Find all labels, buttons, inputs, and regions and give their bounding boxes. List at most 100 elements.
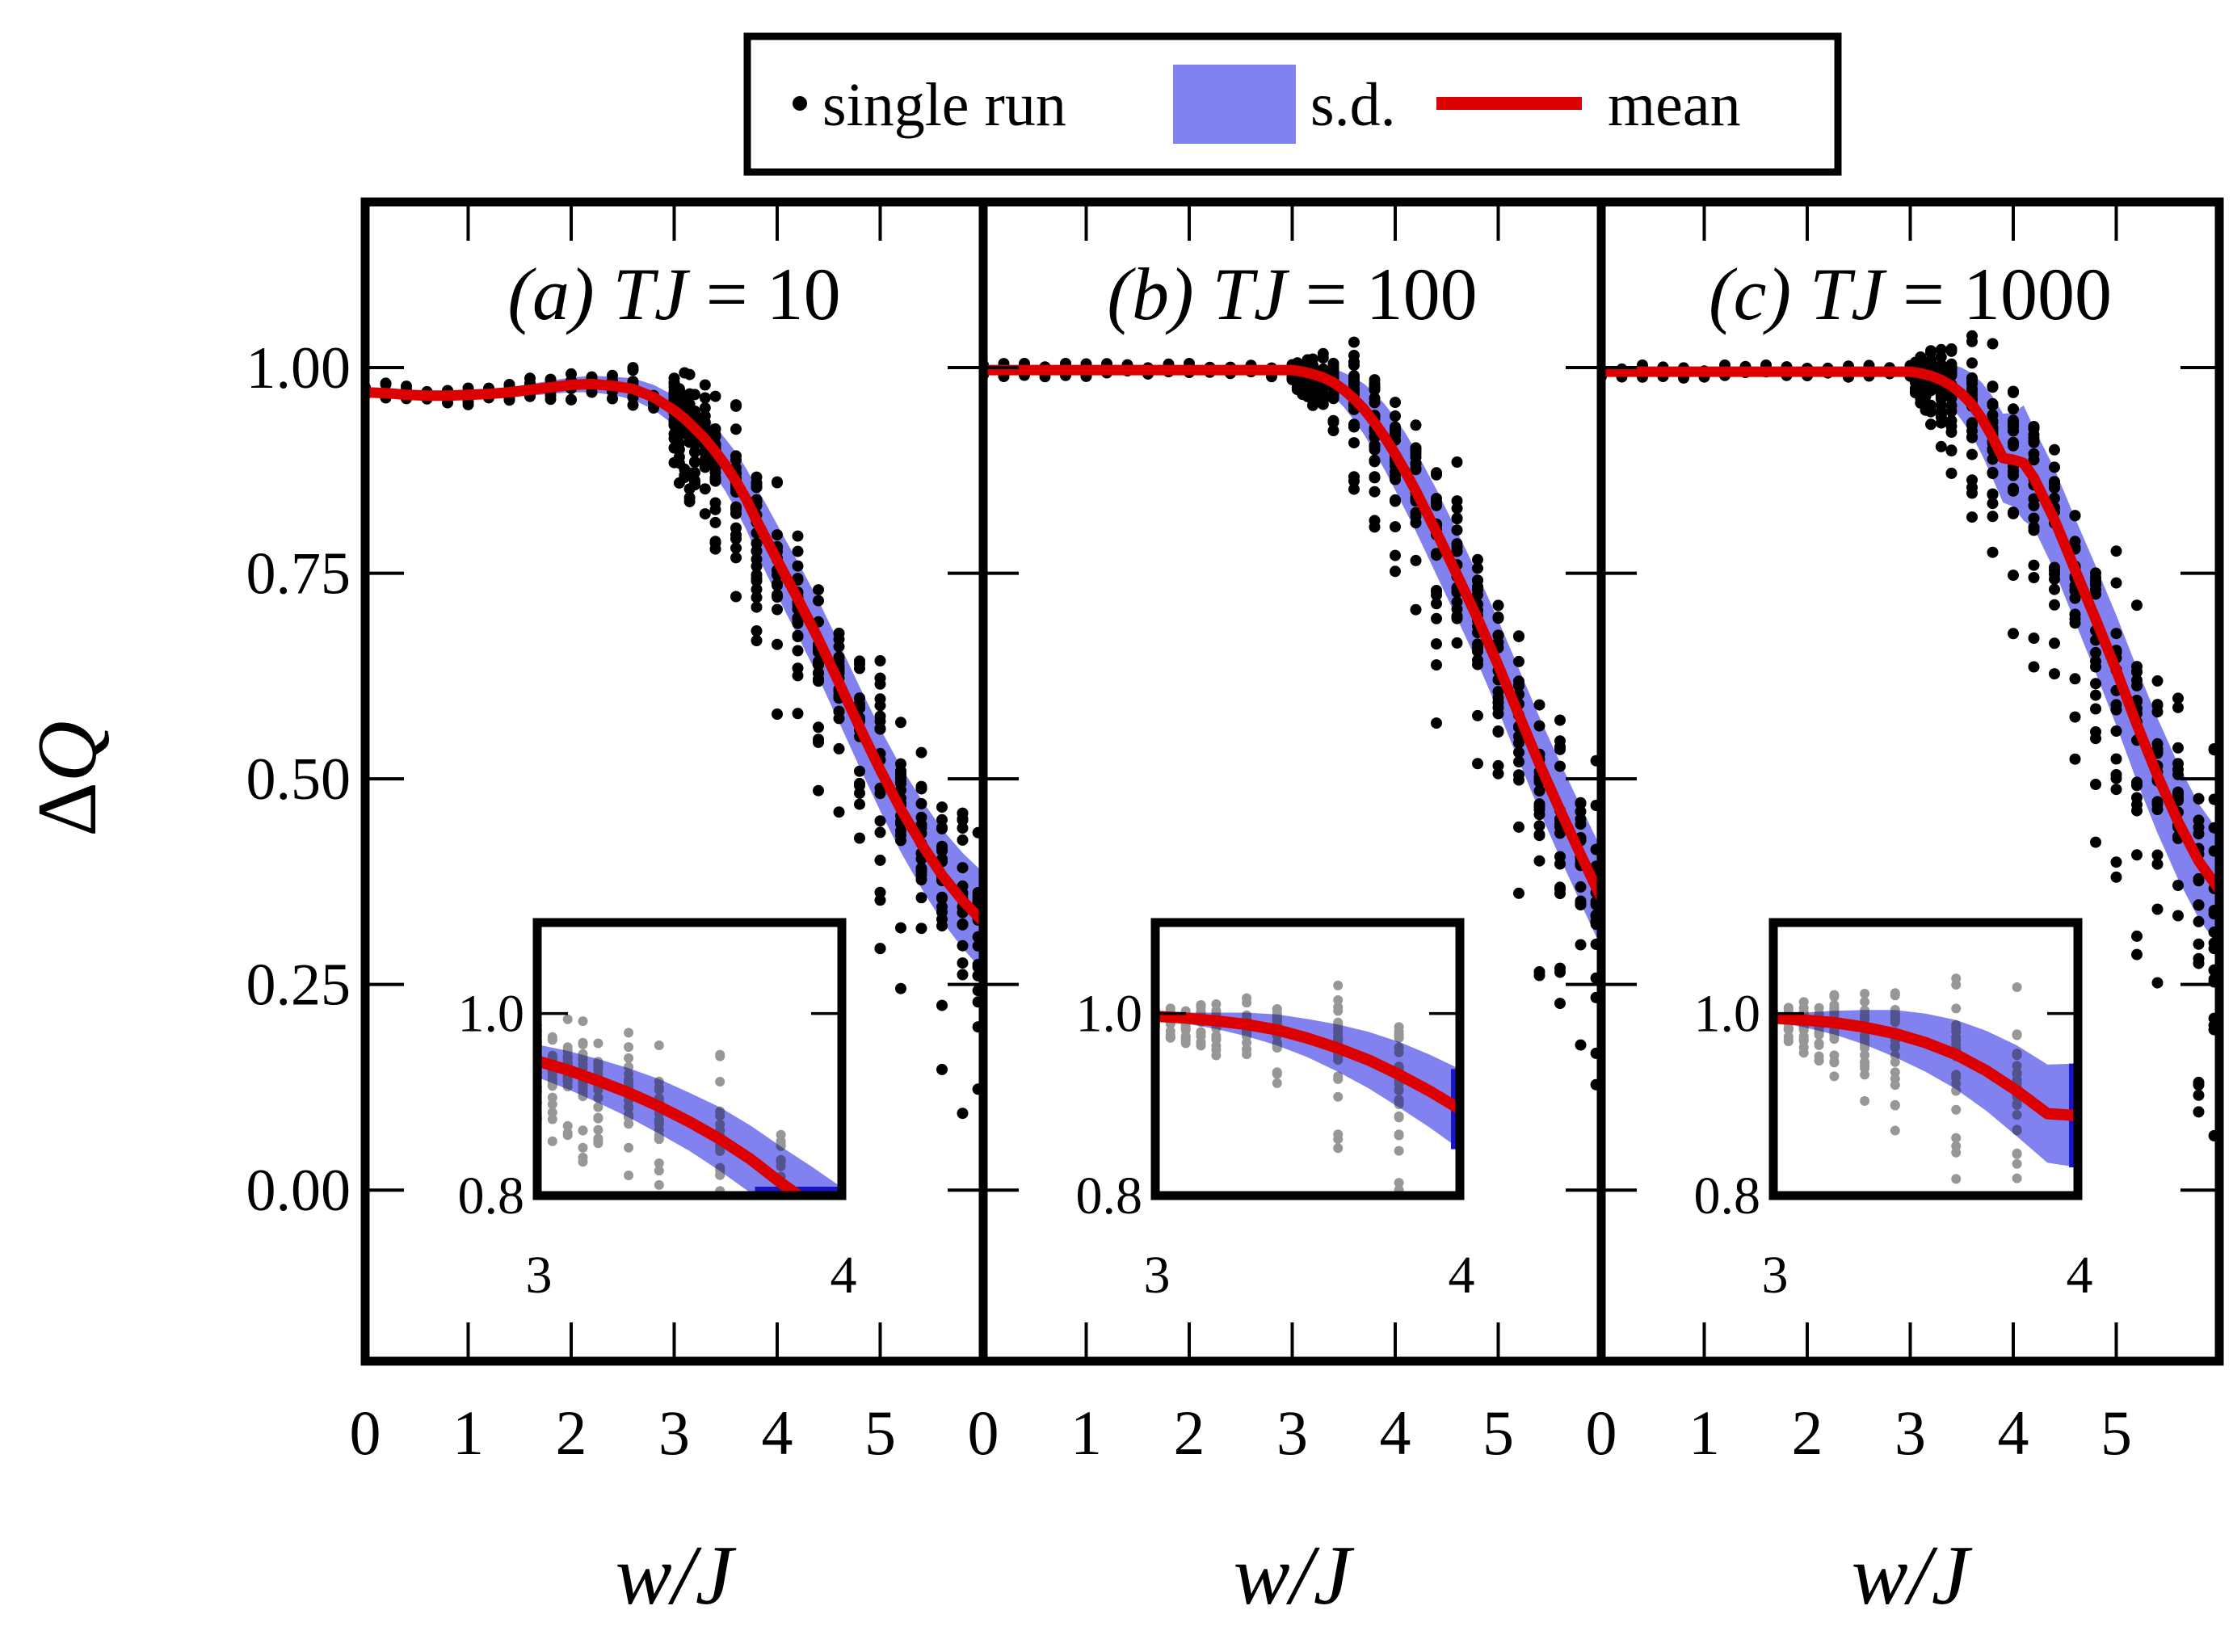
scatter-dot <box>1369 471 1381 483</box>
scatter-dot <box>2049 568 2060 580</box>
scatter-dot <box>668 372 680 385</box>
scatter-dot <box>1390 521 1401 533</box>
scatter-dot <box>957 918 969 931</box>
scatter-dot <box>2090 678 2101 690</box>
scatter-dot <box>936 891 948 903</box>
scatter-dot <box>1451 512 1463 524</box>
scatter-dot <box>833 806 845 818</box>
inset-dot <box>1394 1112 1404 1123</box>
scatter-dot <box>772 708 783 720</box>
inset-dot <box>1333 1032 1344 1042</box>
inset-dot <box>624 1053 634 1063</box>
inset-dot <box>562 1045 573 1056</box>
inset-dot <box>654 1132 664 1142</box>
inset-dot <box>1211 1034 1222 1045</box>
inset-dot <box>1394 1022 1404 1032</box>
inset-dot <box>1333 1134 1344 1145</box>
scatter-dot <box>1987 546 1999 558</box>
scatter-dot <box>1307 384 1318 396</box>
inset-dot <box>562 1075 573 1086</box>
scatter-dot <box>936 813 948 826</box>
scatter-dot <box>2172 880 2184 891</box>
inset-xtick-label-3-c: 3 <box>1762 1246 1789 1305</box>
inset-dot <box>2012 1050 2022 1061</box>
panel-c <box>1601 330 2219 1141</box>
panel-title-italic-b: (b) TJ <box>1107 253 1289 335</box>
inset-dot <box>1890 1042 1900 1053</box>
inset-dot <box>1394 1095 1404 1105</box>
inset-c: 1.0 0.83 4 <box>1694 918 2093 1305</box>
inset-xtick-label-3-a: 3 <box>526 1246 553 1305</box>
scatter-dot <box>957 807 969 819</box>
scatter-dot <box>2110 753 2122 765</box>
inset-dot <box>1783 1032 1794 1042</box>
inset-dot <box>593 1133 603 1144</box>
inset-dot <box>578 1087 588 1097</box>
scatter-dot <box>2193 1106 2205 1118</box>
scatter-dot <box>1472 589 1483 601</box>
inset-dot <box>562 1054 573 1065</box>
scatter-dot <box>2049 481 2060 494</box>
inset-dot <box>1829 1003 1840 1014</box>
inset-dot <box>624 1069 634 1079</box>
inset-dot <box>1333 1017 1344 1028</box>
inset-dot <box>578 1125 588 1136</box>
inset-dot <box>624 1142 634 1153</box>
inset-dot <box>1242 993 1252 1003</box>
inset-dot <box>1333 1091 1344 1102</box>
scatter-dot <box>1327 393 1339 405</box>
scatter-dot <box>1348 483 1360 495</box>
scatter-dot <box>2069 608 2081 620</box>
scatter-dot <box>2069 711 2081 723</box>
inset-dot <box>1860 1012 1870 1023</box>
scatter-dot <box>1966 419 1978 431</box>
scatter-dot <box>1533 820 1545 832</box>
scatter-dot <box>2110 784 2122 796</box>
inset-dot <box>562 1053 573 1063</box>
inset-dot <box>624 1078 634 1088</box>
scatter-dot <box>1575 1039 1587 1051</box>
inset-dot <box>2012 1069 2022 1079</box>
inset-dot <box>1333 1053 1344 1063</box>
inset-dot <box>2012 1061 2022 1071</box>
scatter-dot <box>730 399 742 411</box>
inset-dot <box>624 1101 634 1112</box>
scatter-dot <box>854 798 865 810</box>
inset-dot <box>593 1059 603 1070</box>
inset-dot <box>1951 1070 1962 1080</box>
inset-dot <box>1829 1007 1840 1017</box>
inset-dot <box>593 1113 603 1124</box>
mean-line-c <box>1601 366 2219 893</box>
scatter-dot <box>915 923 927 935</box>
inset-dot <box>1394 1129 1404 1140</box>
inset-dot <box>1196 1037 1206 1048</box>
scatter-dot <box>689 446 700 458</box>
inset-dot <box>1814 1027 1824 1037</box>
inset-dot <box>1829 1000 1840 1010</box>
inset-dot <box>1165 1030 1175 1040</box>
scatter-dot <box>1966 474 1978 486</box>
inset-dot <box>1951 1085 1962 1095</box>
scatter-dot <box>895 922 906 934</box>
scatter-dot <box>2069 673 2081 685</box>
inset-dot <box>1890 1011 1900 1022</box>
scatter-dot <box>1554 760 1566 772</box>
scatter-dot <box>1554 827 1566 839</box>
inset-dot <box>1890 1125 1900 1136</box>
scatter-dot <box>1554 883 1566 895</box>
inset-dot <box>624 1101 634 1112</box>
inset-dot <box>1860 1063 1870 1074</box>
inset-dot <box>624 1111 634 1121</box>
scatter-dot <box>2110 628 2122 640</box>
scatter-dot <box>936 999 948 1011</box>
scatter-dot <box>1966 448 1978 460</box>
scatter-dot <box>1513 746 1524 759</box>
inset-dot <box>1951 1174 1962 1184</box>
inset-dot <box>1783 1003 1794 1013</box>
scatter-dot <box>1966 375 1978 386</box>
xtick-label-c-1: 1 <box>1688 1398 1720 1468</box>
inset-dot <box>547 1108 557 1118</box>
inset-dot <box>1333 1019 1344 1030</box>
scatter-dot <box>792 631 804 642</box>
scatter-dot <box>792 573 804 585</box>
